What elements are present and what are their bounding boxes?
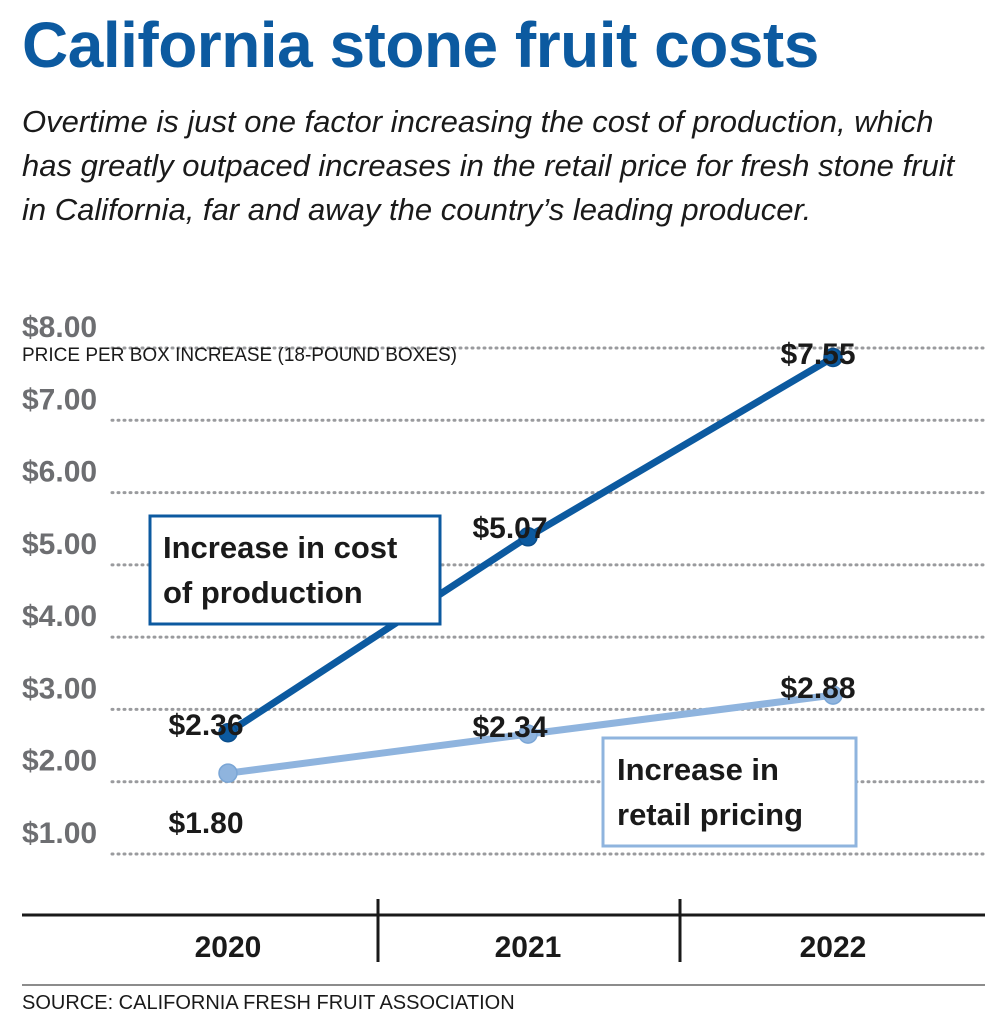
series-name-label: retail pricing — [617, 797, 803, 832]
chart-subtitle: Overtime is just one factor increasing t… — [22, 104, 955, 227]
y-axis-label: PRICE PER BOX INCREASE (18-POUND BOXES) — [22, 345, 457, 366]
data-point — [518, 724, 538, 744]
y-tick-label: $1.00 — [22, 817, 97, 850]
x-axis: 2020 2021 2022 — [22, 899, 985, 986]
y-tick-label: $2.00 — [22, 745, 97, 778]
data-label: $2.34 — [472, 711, 547, 744]
data-label: $1.80 — [168, 807, 243, 840]
y-tick-label: $6.00 — [22, 456, 97, 489]
y-tick-label: $7.00 — [22, 383, 97, 416]
data-point — [518, 527, 538, 547]
series-callout-box — [601, 736, 858, 848]
series-name-label: Increase in — [617, 752, 779, 787]
data-point — [218, 722, 238, 743]
series-lines — [218, 347, 843, 783]
series-name-label: Increase in cost — [163, 530, 397, 565]
data-point — [218, 763, 238, 783]
y-axis-ticks: $1.00 $2.00 $3.00 $4.00 $5.00 $6.00 $7.00 $8.00 — [22, 311, 97, 850]
data-labels: $2.36 $5.07 $7.55 $1.80 $2.34 $2.88 — [168, 338, 855, 840]
series-callouts: Increase in cost of production Increase in… — [148, 514, 858, 848]
data-label: $2.88 — [780, 672, 855, 705]
data-label: $2.36 — [168, 709, 243, 742]
source-note: SOURCE: CALIFORNIA FRESH FRUIT ASSOCIATI… — [22, 992, 515, 1014]
data-point — [823, 347, 843, 368]
chart-title: California stone fruit costs — [22, 9, 819, 81]
y-tick-label: $5.00 — [22, 528, 97, 561]
y-tick-label: $3.00 — [22, 672, 97, 705]
data-point — [823, 685, 843, 705]
x-tick-label: 2022 — [800, 931, 867, 964]
y-tick-label: $8.00 — [22, 311, 97, 344]
series-name-label: of production — [163, 575, 363, 610]
series-callout-box — [148, 514, 442, 626]
data-label: $5.07 — [472, 512, 547, 545]
y-tick-label: $4.00 — [22, 600, 97, 633]
x-tick-label: 2021 — [495, 931, 562, 964]
data-label: $7.55 — [780, 338, 855, 371]
x-tick-label: 2020 — [195, 931, 262, 964]
